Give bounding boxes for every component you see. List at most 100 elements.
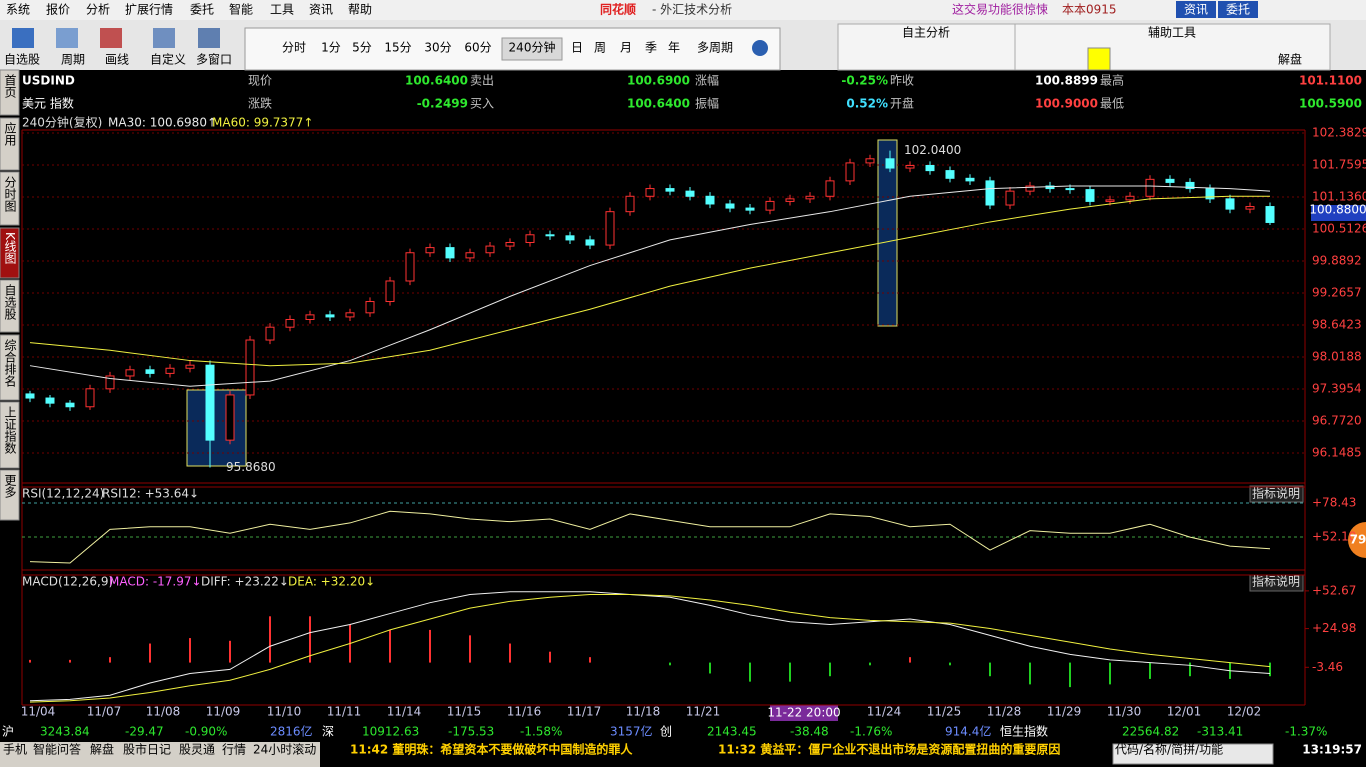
color-swatch[interactable] — [1087, 47, 1111, 71]
status-item[interactable]: 24小时滚动 — [253, 742, 316, 757]
sidebar-label[interactable]: 应用 — [3, 121, 17, 147]
gear-icon[interactable] — [752, 40, 768, 56]
status-item[interactable]: 手机 — [3, 743, 27, 757]
menu-item[interactable]: 分析 — [86, 3, 110, 17]
sidebar-tab[interactable] — [0, 279, 20, 333]
sidebar-tab[interactable] — [0, 227, 20, 279]
search-placeholder[interactable]: 代码/名称/简拼/功能 — [1115, 742, 1223, 757]
tool-button[interactable]: 周期 — [61, 53, 85, 67]
field-value: 100.5900 — [1299, 97, 1362, 111]
ticker-item: 沪 — [2, 725, 14, 739]
status-item[interactable]: 行情 — [222, 743, 246, 757]
ticker-item: 3243.84 — [40, 725, 90, 739]
period-button[interactable]: 15分 — [384, 41, 411, 55]
sidebar-tab[interactable] — [0, 469, 20, 521]
period-button[interactable]: 240分钟 — [509, 40, 556, 55]
tool-button[interactable]: 自选股 — [4, 53, 40, 67]
menu-item[interactable]: 委托 — [190, 3, 214, 17]
notice[interactable]: 这交易功能很惊悚 — [952, 2, 1048, 17]
tool-button[interactable]: 多窗口 — [196, 53, 232, 67]
period-button[interactable]: 5分 — [352, 41, 372, 55]
cursor-label: 11-22 20:00 — [767, 706, 840, 720]
status-item[interactable]: 股市日记 — [123, 742, 171, 757]
period-button[interactable]: 周 — [594, 41, 606, 55]
candle-body — [1185, 181, 1195, 190]
code: USDIND — [22, 74, 75, 88]
menu-button-bg[interactable] — [1218, 1, 1258, 18]
sidebar-label[interactable]: 自选股 — [3, 284, 17, 321]
diff-line — [29, 591, 1271, 702]
menu-item[interactable]: 报价 — [46, 2, 70, 17]
status-item[interactable]: 解盘 — [90, 742, 114, 757]
jiepan-button[interactable]: 解盘 — [1278, 52, 1302, 67]
sidebar-tab[interactable] — [0, 401, 20, 469]
period-button[interactable]: 30分 — [424, 41, 451, 55]
candle-body — [885, 158, 895, 169]
status-item[interactable]: 智能问答 — [33, 742, 81, 757]
menu-item[interactable]: 资讯 — [309, 3, 333, 17]
candle-body — [1005, 190, 1015, 206]
sidebar-label[interactable]: 分时图 — [3, 176, 17, 212]
icon[interactable] — [56, 28, 78, 48]
news[interactable]: 11:32 黄益平：僵尸企业不退出市场是资源配置扭曲的重要原因 — [718, 742, 1060, 757]
news[interactable]: 11:42 董明珠：希望资本不要做破坏中国制造的罪人 — [350, 742, 633, 757]
menu-item[interactable]: 扩展行情 — [125, 3, 173, 17]
period-button[interactable]: 季 — [645, 41, 657, 55]
candle-body — [1045, 185, 1055, 190]
menu-item[interactable]: 智能 — [229, 2, 253, 17]
candle-body — [925, 164, 935, 172]
button-bg[interactable] — [1249, 485, 1304, 503]
indicator-button[interactable]: 指标说明 — [1252, 574, 1300, 589]
sidebar-label[interactable]: 上证指数 — [3, 406, 17, 455]
x-tick-label: 11/30 — [1107, 705, 1142, 719]
sidebar-tab[interactable] — [0, 334, 20, 401]
sidebar-label[interactable]: K线图 — [3, 232, 17, 264]
search-box[interactable] — [1112, 743, 1274, 765]
icon[interactable] — [153, 28, 175, 48]
ticker-item: -1.76% — [850, 725, 892, 739]
dea-line — [29, 594, 1271, 703]
menu-button-bg[interactable] — [1176, 1, 1216, 18]
status-item[interactable]: 股灵通 — [179, 743, 215, 757]
menu-button[interactable]: 资讯 — [1184, 3, 1208, 17]
status-left — [0, 742, 320, 767]
sidebar-tab[interactable] — [0, 117, 20, 171]
menu-item[interactable]: 帮助 — [348, 3, 372, 17]
candle-body — [785, 198, 795, 202]
period-button[interactable]: 年 — [668, 41, 680, 55]
icon[interactable] — [12, 28, 34, 48]
app-subtitle: - 外汇技术分析 — [652, 3, 732, 17]
period-button[interactable]: 多周期 — [697, 41, 733, 55]
tool-button[interactable]: 画线 — [105, 53, 129, 67]
tool-button[interactable]: 自定义 — [150, 52, 186, 67]
sidebar-label[interactable]: 首页 — [3, 74, 17, 99]
period-button[interactable]: 1分 — [321, 41, 341, 55]
sidebar-label[interactable]: 更多 — [3, 474, 17, 499]
candle-body — [865, 158, 875, 164]
period-button[interactable]: 日 — [571, 41, 583, 55]
icon[interactable] — [198, 28, 220, 48]
indicator-button[interactable]: 指标说明 — [1252, 486, 1300, 501]
candle-body — [525, 234, 535, 243]
ticker-item: -1.37% — [1285, 725, 1327, 739]
candle-body — [1085, 189, 1095, 202]
badge[interactable] — [1348, 522, 1366, 558]
sidebar-tab[interactable] — [0, 69, 20, 116]
ticker-item: 恒生指数 — [1000, 724, 1048, 739]
menu-button[interactable]: 委托 — [1226, 3, 1250, 17]
badge-label[interactable]: 79 — [1350, 533, 1366, 547]
menu-item[interactable]: 工具 — [270, 3, 294, 17]
y-tick-label: 96.7720 — [1312, 414, 1362, 428]
sidebar-tab[interactable] — [0, 171, 20, 226]
candle-body — [945, 170, 955, 179]
period-button[interactable]: 月 — [620, 41, 632, 55]
x-tick-label: 11/15 — [447, 705, 482, 719]
sidebar-label[interactable]: 综合排名 — [3, 339, 17, 387]
candle-body — [45, 397, 55, 404]
candle-body — [845, 162, 855, 182]
period-button[interactable]: 分时 — [282, 41, 306, 55]
menu-item[interactable]: 系统 — [6, 3, 30, 17]
x-tick-label: 11/08 — [146, 705, 181, 719]
period-button[interactable]: 60分 — [464, 41, 491, 55]
icon[interactable] — [100, 28, 122, 48]
